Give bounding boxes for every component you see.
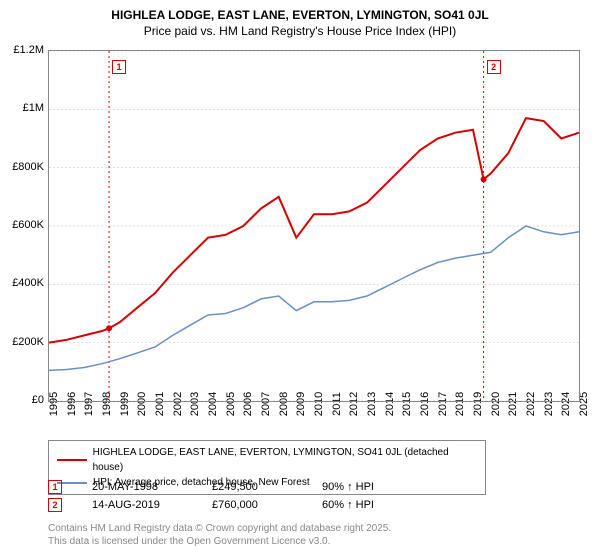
sale-marker-1: 1: [112, 60, 126, 74]
sale-marker-2: 2: [487, 60, 501, 74]
footer-attribution: Contains HM Land Registry data © Crown c…: [48, 522, 391, 548]
y-tick-label: £200K: [0, 336, 44, 348]
y-tick-label: £600K: [0, 219, 44, 231]
y-tick-label: £800K: [0, 161, 44, 173]
footer-line-1: Contains HM Land Registry data © Crown c…: [48, 522, 391, 535]
sales-table: 1 20-MAY-1998 £249,500 90% ↑ HPI 2 14-AUG-201…: [48, 480, 374, 516]
sale-row-marker: 2: [48, 498, 62, 512]
sale-vs-hpi: 60% ↑ HPI: [322, 499, 374, 511]
sale-vs-hpi: 90% ↑ HPI: [322, 481, 374, 493]
legend-swatch: [57, 459, 87, 461]
sale-row: 2 14-AUG-2019 £760,000 60% ↑ HPI: [48, 498, 374, 512]
legend-item: HIGHLEA LODGE, EAST LANE, EVERTON, LYMIN…: [57, 445, 477, 475]
y-tick-label: £400K: [0, 277, 44, 289]
sale-date: 14-AUG-2019: [92, 499, 182, 511]
legend-label: HIGHLEA LODGE, EAST LANE, EVERTON, LYMIN…: [93, 445, 477, 475]
sale-price: £760,000: [212, 499, 292, 511]
sale-price: £249,500: [212, 481, 292, 493]
sale-row: 1 20-MAY-1998 £249,500 90% ↑ HPI: [48, 480, 374, 494]
y-tick-label: £1.2M: [0, 44, 44, 56]
footer-line-2: This data is licensed under the Open Gov…: [48, 535, 391, 548]
y-tick-label: £0: [0, 394, 44, 406]
plot-area: [48, 50, 580, 402]
chart-title: HIGHLEA LODGE, EAST LANE, EVERTON, LYMIN…: [0, 0, 600, 24]
plot-svg: [49, 51, 579, 401]
chart-subtitle: Price paid vs. HM Land Registry's House …: [0, 24, 600, 42]
sale-date: 20-MAY-1998: [92, 481, 182, 493]
chart-container: HIGHLEA LODGE, EAST LANE, EVERTON, LYMIN…: [0, 0, 600, 560]
sale-row-marker: 1: [48, 480, 62, 494]
y-tick-label: £1M: [0, 102, 44, 114]
